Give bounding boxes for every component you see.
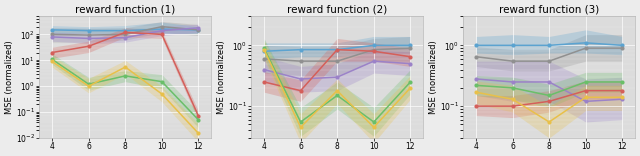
Y-axis label: MSE (normalized): MSE (normalized) bbox=[429, 40, 438, 114]
Title: reward function (2): reward function (2) bbox=[287, 5, 387, 15]
Y-axis label: MSE (normalized): MSE (normalized) bbox=[217, 40, 226, 114]
Title: reward function (1): reward function (1) bbox=[75, 5, 175, 15]
Y-axis label: MSE (normalized): MSE (normalized) bbox=[5, 40, 14, 114]
Title: reward function (3): reward function (3) bbox=[499, 5, 599, 15]
